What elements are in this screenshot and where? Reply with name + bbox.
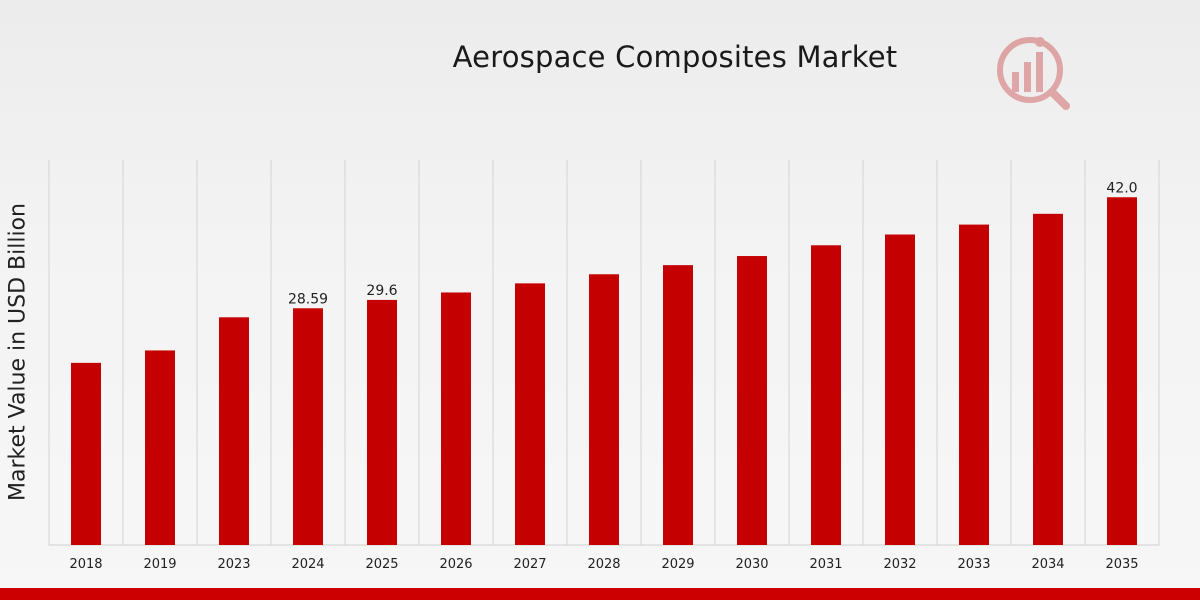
chart-title: Aerospace Composites Market xyxy=(452,40,898,74)
x-tick-label: 2032 xyxy=(883,557,916,572)
bar-2018 xyxy=(71,362,101,545)
bars xyxy=(71,197,1137,546)
x-tick-label: 2031 xyxy=(809,557,842,572)
x-tick-label: 2033 xyxy=(957,557,990,572)
x-tick-label: 2035 xyxy=(1105,557,1138,572)
x-axis-ticks: 2018 2019 2023 2024 2025 2026 2027 2028 2029 2030… xyxy=(69,557,1138,572)
x-tick-label: 2034 xyxy=(1031,557,1064,572)
x-tick-label: 2025 xyxy=(365,557,398,572)
bar-2026 xyxy=(441,292,471,545)
bar-2030 xyxy=(737,256,767,545)
data-label: 42.0 xyxy=(1106,180,1137,196)
x-tick-label: 2023 xyxy=(217,557,250,572)
bar-2031 xyxy=(811,245,841,545)
x-tick-label: 2019 xyxy=(143,557,176,572)
bar-2034 xyxy=(1033,213,1063,545)
x-tick-label: 2026 xyxy=(439,557,472,572)
grid-lines xyxy=(48,160,1160,546)
data-labels: 28.59 29.6 42.0 xyxy=(288,180,1138,307)
bar-2033 xyxy=(959,224,989,546)
bar-2035 xyxy=(1107,197,1137,546)
x-tick-label: 2028 xyxy=(587,557,620,572)
data-label: 28.59 xyxy=(288,291,328,307)
bar-2032 xyxy=(885,234,915,546)
bar-2019 xyxy=(145,350,175,545)
bar-2023 xyxy=(219,317,249,545)
bar-2024 xyxy=(293,308,323,545)
brand-logo xyxy=(997,37,1070,110)
x-tick-label: 2029 xyxy=(661,557,694,572)
x-tick-label: 2018 xyxy=(69,557,102,572)
bar-2027 xyxy=(515,283,545,545)
data-label: 29.6 xyxy=(366,283,397,299)
bar-2025 xyxy=(367,299,397,545)
bar-2029 xyxy=(663,265,693,545)
bar-2028 xyxy=(589,274,619,545)
bottom-accent-band xyxy=(0,588,1200,600)
x-tick-label: 2030 xyxy=(735,557,768,572)
x-tick-label: 2027 xyxy=(513,557,546,572)
x-tick-label: 2024 xyxy=(291,557,324,572)
